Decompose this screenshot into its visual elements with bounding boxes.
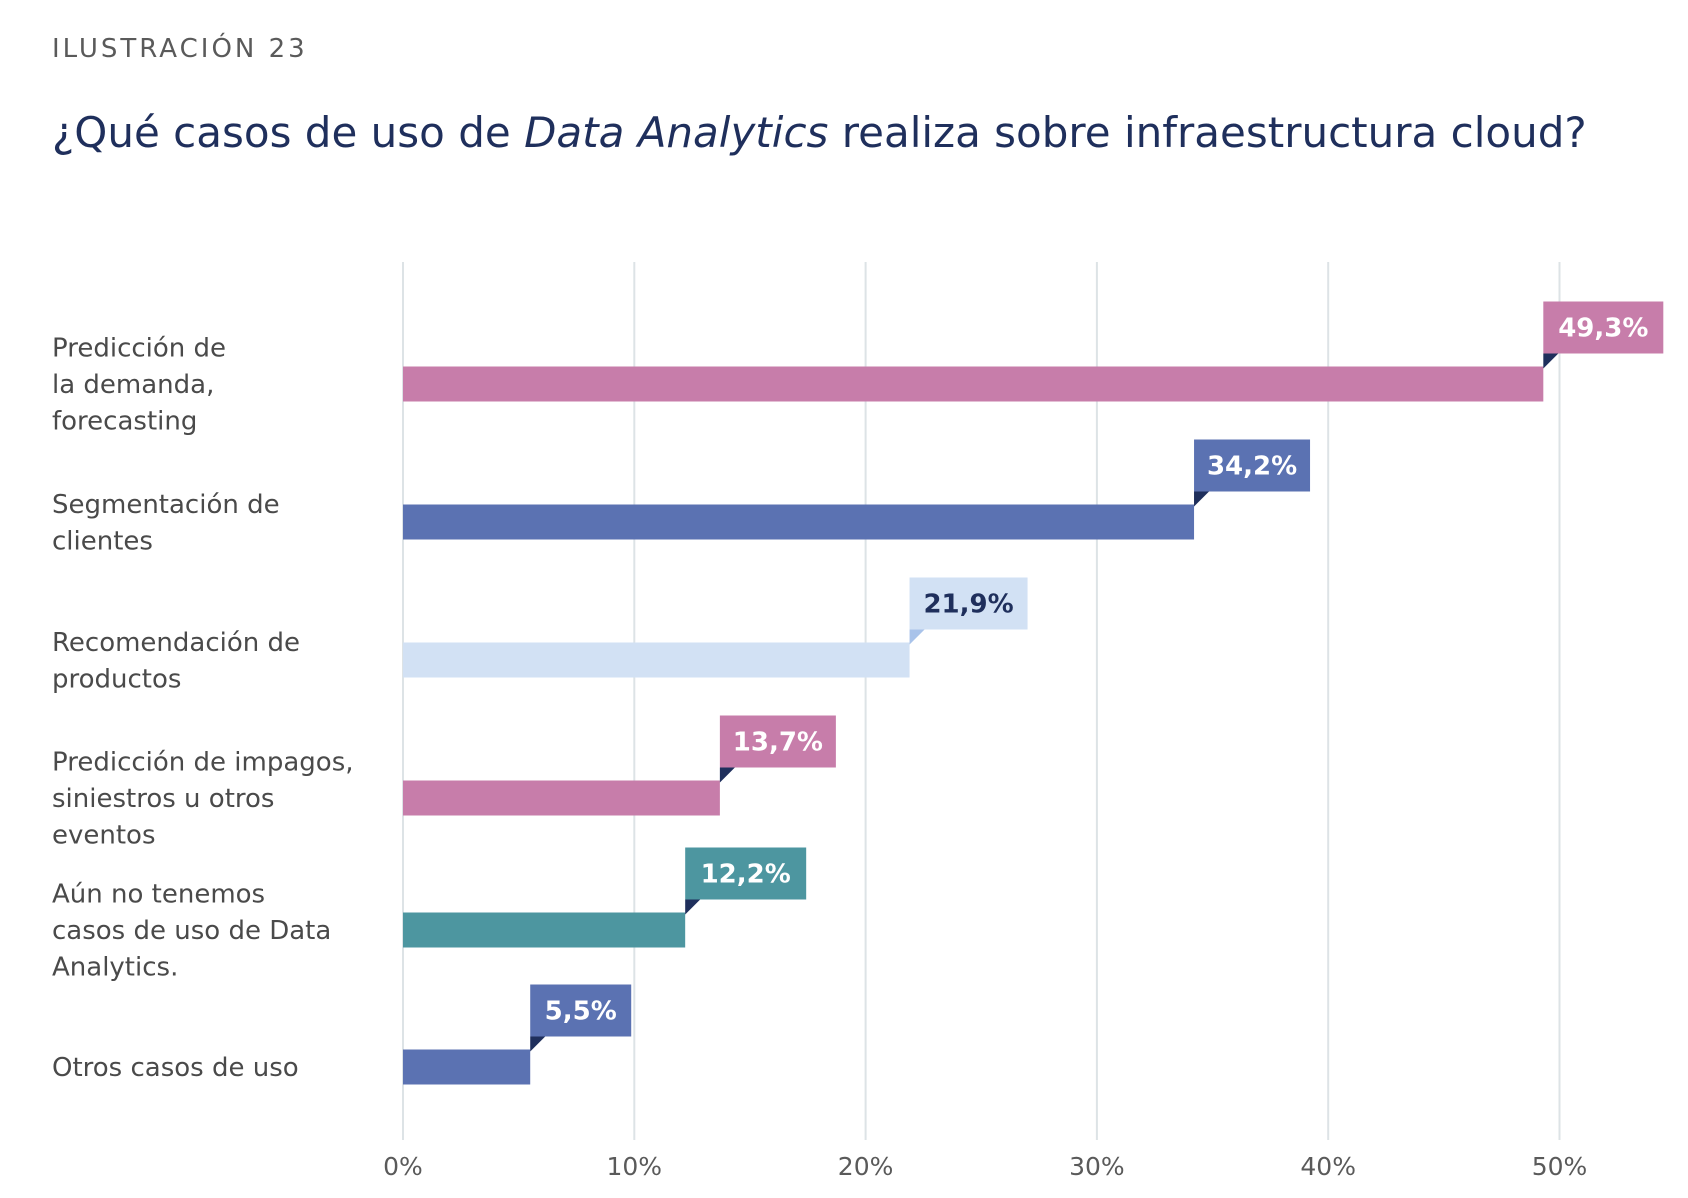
value-label-box (685, 847, 807, 900)
category-label-line: Predicción de (52, 334, 226, 364)
category-label-line: forecasting (52, 407, 197, 437)
value-label-box (1194, 439, 1311, 492)
category-label: Segmentación de clientes (52, 490, 280, 557)
category-label-line: productos (52, 664, 181, 694)
category-label: Otros casos de uso (52, 1053, 299, 1083)
category-label-line: Otros casos de uso (52, 1053, 299, 1083)
chart-title: ¿Qué casos de uso de Data Analytics real… (52, 108, 1587, 157)
tick-label: 10% (607, 1152, 663, 1181)
value-label: 13,7% (733, 728, 823, 758)
value-label-notch (909, 629, 925, 645)
value-label: 21,9% (923, 590, 1013, 620)
value-label-notch (1194, 491, 1210, 507)
bar (403, 366, 1544, 402)
bar (403, 504, 1195, 540)
category-label: Aún no tenemos casos de uso de Data Analyt… (52, 880, 331, 983)
figure-label: ILUSTRACIÓN 23 (52, 34, 308, 64)
value-label-box (1543, 301, 1664, 354)
value-label-notch (530, 1036, 546, 1052)
category-label: Recomendación de productos (52, 628, 300, 695)
title-before: ¿Qué casos de uso de (52, 108, 525, 157)
value-label-notch (685, 899, 701, 915)
tick-label: 50% (1532, 1152, 1588, 1181)
category-label: Predicción de la demanda, forecasting (52, 334, 226, 437)
bar (403, 1049, 531, 1085)
tick-label: 40% (1300, 1152, 1356, 1181)
category-label-line: la demanda, (52, 370, 214, 400)
category-label-line: Aún no tenemos (52, 880, 265, 910)
tick-label: 0% (383, 1152, 423, 1181)
tick-label: 20% (838, 1152, 894, 1181)
bar (403, 912, 686, 948)
value-label: 49,3% (1558, 314, 1648, 344)
category-label-line: eventos (52, 821, 156, 851)
category-label-line: Analytics. (52, 953, 178, 983)
value-label-box (719, 715, 836, 768)
value-label-notch (719, 767, 735, 783)
value-label-notch (1543, 353, 1559, 369)
bar (403, 642, 910, 678)
category-label-line: siniestros u otros (52, 784, 274, 814)
value-label-box (909, 577, 1028, 630)
category-label-line: Predicción de impagos, (52, 748, 354, 778)
value-label: 12,2% (701, 860, 791, 890)
category-label-line: clientes (52, 526, 153, 556)
category-label: Predicción de impagos, siniestros u otros… (52, 748, 354, 851)
value-label: 5,5% (545, 997, 617, 1027)
title-emphasis: Data Analytics (524, 108, 829, 157)
bar (403, 780, 720, 816)
tick-label: 30% (1069, 1152, 1125, 1181)
value-label-box (530, 984, 632, 1037)
category-label-line: Segmentación de (52, 490, 280, 520)
value-label: 34,2% (1207, 452, 1297, 482)
title-after: realiza sobre infraestructura cloud? (828, 108, 1587, 157)
category-label-line: casos de uso de Data (52, 916, 331, 946)
category-label-line: Recomendación de (52, 628, 300, 658)
